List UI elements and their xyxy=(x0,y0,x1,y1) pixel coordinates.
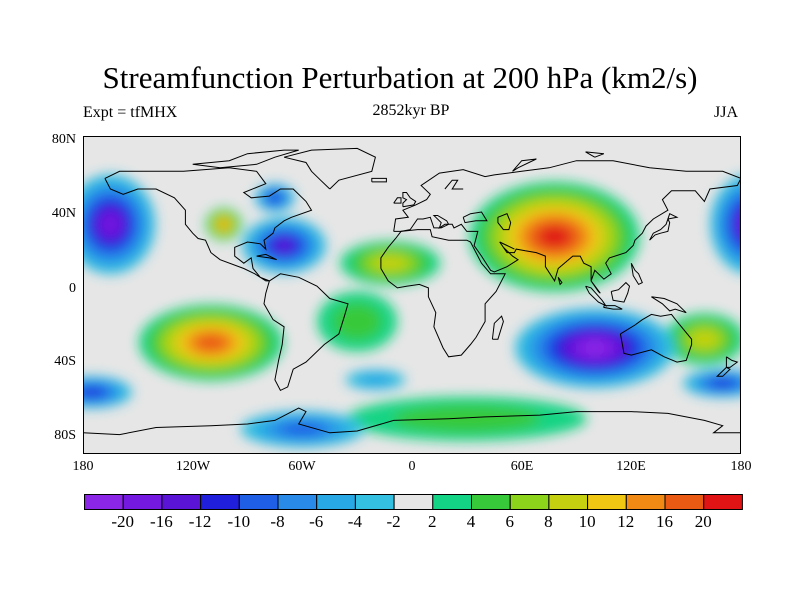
lon-tick-60w: 60W xyxy=(288,459,316,474)
coastline-segment xyxy=(649,212,679,241)
coastline-segment xyxy=(444,179,464,190)
lat-tick-40s: 40S xyxy=(54,354,76,369)
colorbar-box xyxy=(587,494,627,510)
lon-tick-0: 0 xyxy=(408,459,416,474)
coastline-segment xyxy=(263,273,349,392)
coastline-segment xyxy=(497,213,512,231)
lat-tick-0: 0 xyxy=(69,281,76,296)
colorbar-box xyxy=(122,494,163,510)
coastline-segment xyxy=(610,281,631,303)
colorbar-box xyxy=(316,494,356,510)
contour-map xyxy=(83,136,741,454)
negative-anomaly-n-pacific-west xyxy=(100,213,120,235)
coastline-segment xyxy=(83,407,741,436)
lat-tick-80n: 80N xyxy=(51,132,76,147)
colorbar-label: -2 xyxy=(386,512,401,531)
coastline-segment xyxy=(192,149,299,169)
colorbar-box xyxy=(664,494,705,510)
negative-anomaly-hudson xyxy=(269,193,281,202)
colorbar xyxy=(84,494,744,515)
colorbar-box xyxy=(200,494,240,510)
colorbar-box xyxy=(393,494,434,510)
coastline-segment xyxy=(256,253,277,261)
negative-anomaly-n-america xyxy=(273,238,295,253)
coastline-segment xyxy=(585,151,605,158)
positive-anomaly-s-atlantic xyxy=(332,303,382,340)
lon-tick-180w: 180 xyxy=(72,459,94,474)
chart-title: Streamfunction Perturbation at 200 hPa (… xyxy=(102,60,698,95)
colorbar-label: 6 xyxy=(505,512,514,531)
colorbar-label: -8 xyxy=(270,512,285,531)
negative-anomaly-s-atlantic xyxy=(356,373,394,386)
colorbar-label: 16 xyxy=(656,512,673,531)
colorbar-label: 20 xyxy=(694,512,712,531)
coastline-segment xyxy=(104,167,313,282)
positive-anomaly-asia xyxy=(538,226,571,247)
positive-anomaly-n-atlantic xyxy=(372,255,408,271)
coastline-segment xyxy=(715,366,731,377)
colorbar-label: -12 xyxy=(188,512,212,531)
negative-anomaly-s-pacific xyxy=(83,387,104,397)
coastline-segment xyxy=(283,147,376,190)
colorbar-box xyxy=(548,494,589,510)
lon-tick-60e: 60E xyxy=(510,459,534,474)
colorbar-label: -4 xyxy=(347,512,362,531)
positive-anomaly-southern-ocean xyxy=(393,405,541,433)
positive-anomaly-se-pacific xyxy=(195,334,227,351)
positive-anomaly-nw-america xyxy=(219,220,229,229)
coastline-segment xyxy=(393,197,402,204)
colorbar-box xyxy=(471,494,511,510)
lon-tick-120w: 120W xyxy=(175,459,211,474)
negative-anomaly-indian-ocean xyxy=(579,340,610,356)
coastline-segment xyxy=(380,229,507,358)
coastline-segment xyxy=(491,315,504,340)
map-frame xyxy=(83,136,741,454)
colorbar-boxes xyxy=(84,494,743,510)
lat-tick-40n: 40N xyxy=(51,206,76,221)
colorbar-box xyxy=(354,494,395,510)
coastline-segment xyxy=(725,356,739,368)
negative-anomaly-s-pacific-east xyxy=(711,379,735,388)
map-plot-area xyxy=(83,136,741,454)
colorbar-label: -20 xyxy=(111,512,135,531)
colorbar-label: -6 xyxy=(309,512,324,531)
coastline-segment xyxy=(393,160,741,294)
colorbar-box xyxy=(161,494,202,510)
coastline-segment xyxy=(512,158,537,172)
coastline-segment xyxy=(557,277,563,286)
season-label: JJA xyxy=(714,104,739,121)
colorbar-label: -10 xyxy=(227,512,251,531)
experiment-label: Expt = tfMHX xyxy=(83,104,178,121)
time-label: 2852kyr BP xyxy=(372,102,450,119)
negative-anomaly-n-pacific-east xyxy=(731,203,741,246)
coastline-segment xyxy=(619,313,693,363)
colorbar-label: 8 xyxy=(544,512,553,531)
lon-tick-180e: 180 xyxy=(730,459,752,474)
colorbar-box xyxy=(703,494,743,510)
negative-anomaly-n-pacific-east xyxy=(736,211,741,238)
coastline-segment xyxy=(630,262,643,286)
colorbar-box xyxy=(277,494,318,510)
lon-tick-120e: 120E xyxy=(616,459,646,474)
colorbar-box xyxy=(509,494,550,510)
colorbar-box xyxy=(84,494,124,510)
colorbar-label: 2 xyxy=(428,512,437,531)
lat-tick-80s: 80S xyxy=(54,428,76,443)
colorbar-box xyxy=(625,494,666,510)
colorbar-label: 10 xyxy=(578,512,596,531)
colorbar-box xyxy=(238,494,279,510)
coastline-segment xyxy=(499,241,515,250)
coastline-segment xyxy=(371,177,387,183)
coastline-segment xyxy=(651,296,687,314)
negative-anomaly-antarctic xyxy=(280,423,324,436)
coastlines xyxy=(83,147,741,436)
positive-anomaly-sw-pacific xyxy=(690,330,719,349)
colorbar-label: -16 xyxy=(150,512,173,531)
colorbar-box xyxy=(432,494,472,510)
coastline-segment xyxy=(603,305,623,310)
coastline-segment xyxy=(462,211,488,224)
colorbar-label: 4 xyxy=(466,512,476,531)
coastline-segment xyxy=(402,192,417,208)
colorbar-label: 12 xyxy=(617,512,635,531)
